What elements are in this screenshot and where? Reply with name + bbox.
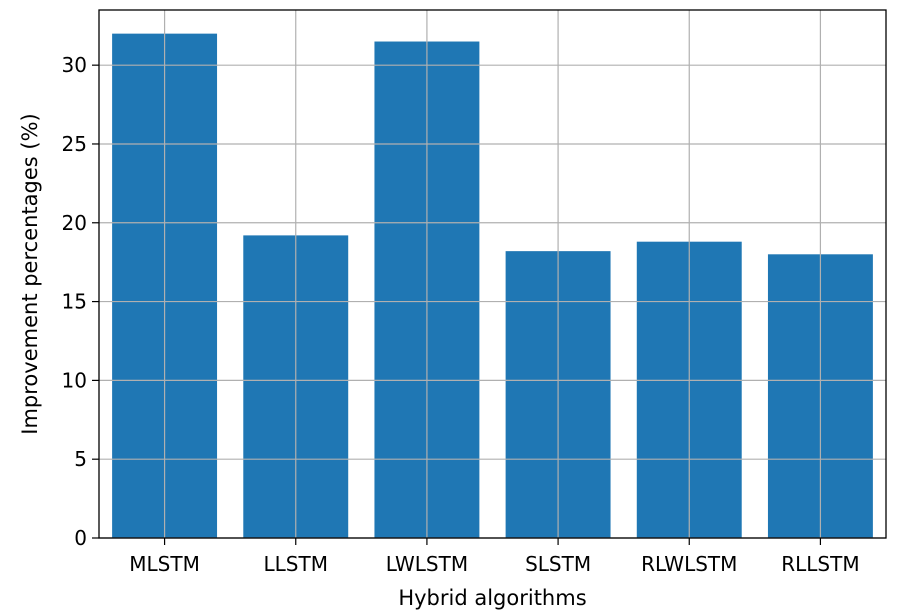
x-tick-label: RLWLSTM: [641, 552, 737, 576]
x-tick-label: LWLSTM: [386, 552, 468, 576]
y-tick-label: 15: [62, 290, 87, 314]
x-tick-label: LLSTM: [264, 552, 328, 576]
ticks: 0 5 10 15 20 25 30 MLSTM LLSTM LWLSTM SLSTM RLWLSTM…: [62, 53, 860, 576]
y-tick-label: 10: [62, 368, 87, 392]
y-tick-label: 5: [74, 447, 87, 471]
x-tick-label: MLSTM: [129, 552, 200, 576]
y-axis-label: Improvement percentages (%): [18, 113, 42, 434]
x-tick-label: SLSTM: [525, 552, 591, 576]
x-tick-label: RLLSTM: [781, 552, 859, 576]
y-tick-label: 20: [62, 211, 87, 235]
y-tick-label: 25: [62, 132, 87, 156]
y-tick-label: 30: [62, 53, 87, 77]
plot-frame: [98, 9, 887, 539]
x-axis-label: Hybrid algorithms: [398, 586, 586, 610]
y-tick-label: 0: [74, 526, 87, 550]
bars: [112, 33, 873, 539]
